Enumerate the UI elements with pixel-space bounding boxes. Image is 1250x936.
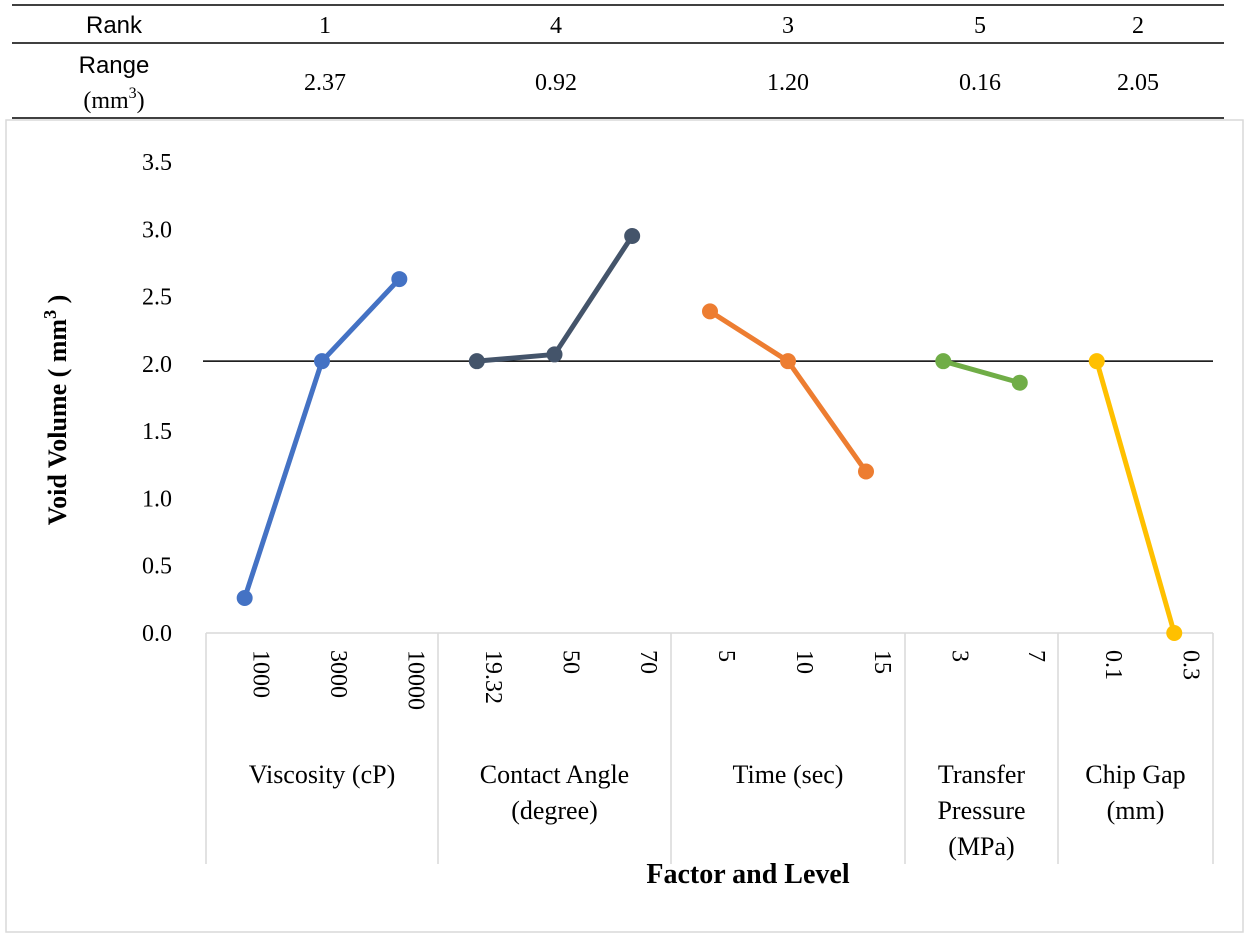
x-level-label: 0.1 xyxy=(1100,650,1126,680)
data-point xyxy=(546,346,563,363)
data-point xyxy=(391,271,408,288)
rank-cell: 5 xyxy=(974,13,986,39)
series-line xyxy=(242,276,402,601)
rank-row-label: Rank xyxy=(86,12,143,39)
rank-cell: 2 xyxy=(1132,13,1144,39)
series-line xyxy=(940,358,1023,386)
y-tick-label: 2.0 xyxy=(142,352,172,378)
range-row-label-line2: (mm3) xyxy=(83,85,144,114)
data-point xyxy=(1166,625,1183,641)
y-tick-label: 3.5 xyxy=(142,150,172,176)
series-line xyxy=(1094,358,1177,636)
range-unit-close: ) xyxy=(137,88,145,114)
x-level-label: 15 xyxy=(869,650,895,674)
range-row-label-line1: Range xyxy=(79,52,150,79)
x-level-label: 7 xyxy=(1023,650,1049,662)
range-cell: 2.37 xyxy=(304,70,346,96)
range-cell: 1.20 xyxy=(767,70,809,96)
x-level-label: 10 xyxy=(791,650,817,674)
range-cell: 0.16 xyxy=(959,70,1001,96)
y-axis-title: Void Volume ( mm3 ) xyxy=(40,295,72,526)
data-point xyxy=(468,353,485,370)
x-group-label: (mm) xyxy=(1107,796,1165,825)
series-group xyxy=(236,228,1183,641)
x-level-label: 1000 xyxy=(248,650,274,698)
x-level-label: 5 xyxy=(713,650,739,662)
x-group-label: (degree) xyxy=(511,796,598,825)
x-group-label: Chip Gap xyxy=(1085,760,1185,789)
rank-cell: 4 xyxy=(550,13,562,39)
data-point xyxy=(1088,353,1105,370)
x-group-label: Contact Angle xyxy=(480,760,629,789)
x-group-label: (MPa) xyxy=(948,832,1014,861)
x-group-label: Pressure xyxy=(937,796,1025,825)
x-level-label: 10000 xyxy=(402,650,428,710)
series-line xyxy=(474,233,635,364)
range-unit-text: (mm xyxy=(83,88,129,114)
x-level-label: 3 xyxy=(946,650,972,662)
x-axis: 1000 3000 10000 Viscosity (cP) 19.32 50 70 Cont… xyxy=(205,632,1214,864)
data-point xyxy=(314,353,330,370)
x-level-label: 50 xyxy=(558,650,584,674)
range-cell: 0.92 xyxy=(535,70,577,96)
range-cell: 2.05 xyxy=(1117,70,1159,96)
data-point xyxy=(236,590,253,607)
y-axis-title-superscript: 3 xyxy=(40,310,60,319)
y-axis-ticks: 0.0 0.5 1.0 1.5 2.0 2.5 3.0 3.5 xyxy=(142,150,172,647)
y-tick-label: 1.5 xyxy=(142,419,172,445)
data-point xyxy=(702,303,718,320)
x-axis-title: Factor and Level xyxy=(646,859,849,890)
y-tick-label: 2.5 xyxy=(142,285,172,311)
y-tick-label: 3.0 xyxy=(142,217,172,243)
summary-table: Rank Range (mm3) 1 4 3 5 2 2.37 0.92 1.2… xyxy=(12,4,1224,119)
data-point xyxy=(935,353,952,370)
data-point xyxy=(624,228,641,245)
y-tick-label: 1.0 xyxy=(142,486,172,512)
x-group-label: Transfer xyxy=(938,760,1025,789)
y-axis-title-text: Void Volume ( mm xyxy=(43,319,72,526)
series-line xyxy=(707,308,869,475)
y-tick-label: 0.0 xyxy=(142,621,172,647)
x-level-label: 19.32 xyxy=(480,650,506,704)
rank-cell: 3 xyxy=(782,13,794,39)
range-unit-superscript: 3 xyxy=(129,85,137,102)
data-point xyxy=(858,463,874,480)
data-point xyxy=(780,353,796,370)
x-group-label: Viscosity (cP) xyxy=(249,760,395,789)
chart-frame xyxy=(5,119,1244,933)
x-group-label: Time (sec) xyxy=(733,760,844,789)
data-point xyxy=(1011,374,1028,391)
x-level-label: 70 xyxy=(635,650,661,674)
rank-cell: 1 xyxy=(319,13,331,39)
x-level-label: 3000 xyxy=(325,650,351,698)
x-level-label: 0.3 xyxy=(1177,650,1203,680)
y-tick-label: 0.5 xyxy=(142,554,172,580)
y-axis-title-close: ) xyxy=(43,295,72,310)
